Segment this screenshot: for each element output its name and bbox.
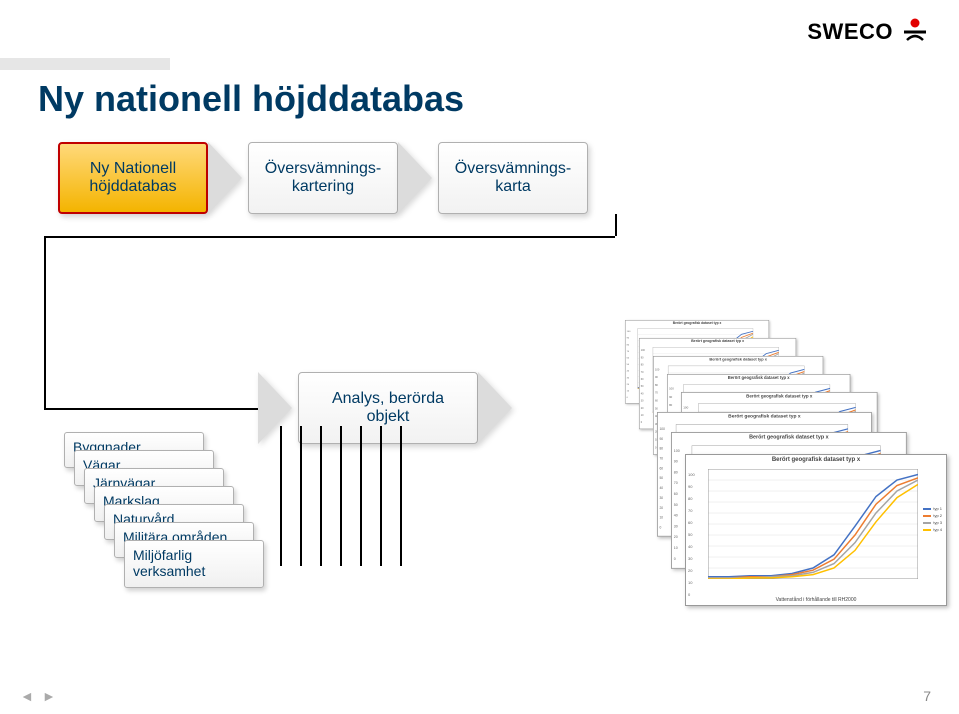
nav-next[interactable]: ► <box>42 688 56 704</box>
top-flow: Ny Nationellhöjddatabas Översvämnings-ka… <box>58 142 588 214</box>
input-box: Miljöfarligverksamhet <box>124 540 264 588</box>
connector <box>300 426 302 566</box>
flow-box-analys: Analys, berördaobjekt <box>298 372 478 444</box>
arrow-icon <box>398 142 432 214</box>
logo-mark-icon <box>901 18 929 46</box>
analys-row: Analys, berördaobjekt <box>258 372 518 444</box>
flow-box-kartering: Översvämnings-kartering <box>248 142 398 214</box>
arrow-icon <box>258 372 292 444</box>
connector <box>44 236 46 408</box>
arrow-icon <box>478 372 512 444</box>
connector <box>380 426 382 566</box>
connector <box>44 236 615 238</box>
accent-bar <box>0 58 170 70</box>
connector <box>615 214 617 236</box>
logo-text: SWECO <box>807 19 893 45</box>
page-number: 7 <box>923 688 931 704</box>
connector <box>44 408 258 410</box>
connector <box>340 426 342 566</box>
flow-box-karta: Översvämnings-karta <box>438 142 588 214</box>
logo: SWECO <box>807 18 929 46</box>
connector <box>400 426 402 566</box>
nav-prev[interactable]: ◄ <box>20 688 34 704</box>
mini-chart-front: Berört geografisk dataset typ x100908070… <box>685 454 947 606</box>
connector <box>360 426 362 566</box>
page-title: Ny nationell höjddatabas <box>38 78 464 120</box>
connector <box>280 426 282 566</box>
connector <box>320 426 322 566</box>
arrow-icon <box>208 142 242 214</box>
flow-box-hojddatabas: Ny Nationellhöjddatabas <box>58 142 208 214</box>
